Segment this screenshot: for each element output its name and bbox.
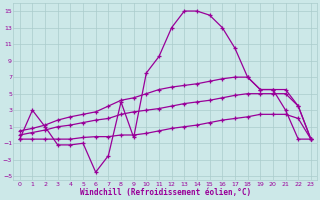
X-axis label: Windchill (Refroidissement éolien,°C): Windchill (Refroidissement éolien,°C)	[80, 188, 251, 197]
